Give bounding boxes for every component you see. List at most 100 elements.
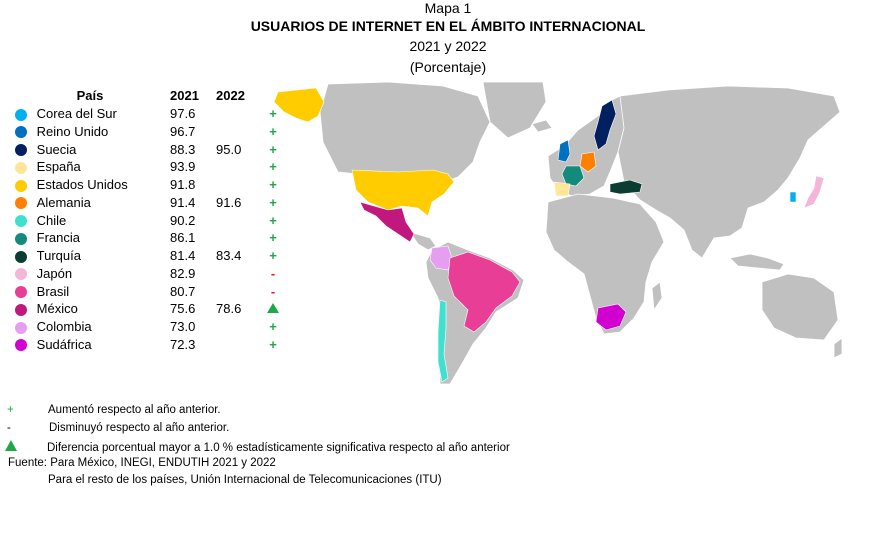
- legend-row: Turquía 81.4 83.4 +: [10, 247, 282, 265]
- country-name: Francia: [36, 230, 81, 246]
- country-spain: [553, 181, 571, 197]
- legend-row: Japón 82.9 -: [10, 265, 282, 283]
- note-minus-text: Disminuyó respecto al año anterior.: [49, 422, 230, 434]
- color-swatch-icon: [15, 268, 27, 281]
- note-minus: - Disminuyó respecto al año anterior.: [7, 422, 229, 434]
- legend-row: Francia 86.1 +: [10, 229, 282, 247]
- value-2022: 78.6: [216, 301, 242, 317]
- legend-row: España 93.9 +: [10, 158, 282, 176]
- legend-row: Brasil 80.7 -: [10, 283, 282, 301]
- value-2021: 73.0: [170, 319, 196, 334]
- value-2021: 88.3: [170, 141, 196, 157]
- region-indonesia: [729, 253, 785, 271]
- source-line-1: Fuente: Para México, INEGI, ENDUTIH 2021…: [8, 457, 276, 469]
- country-colombia: [429, 245, 453, 271]
- color-swatch-icon: [15, 144, 27, 157]
- value-2022: [216, 176, 264, 194]
- plus-icon: +: [7, 404, 14, 416]
- color-swatch-icon: [15, 161, 27, 174]
- country-south-africa: [595, 303, 627, 331]
- color-swatch-icon: [15, 303, 27, 316]
- minus-icon: -: [7, 422, 11, 434]
- legend-table: País 2021 2022 Corea del Sur 97.6 + Reino U…: [10, 87, 282, 354]
- region-madagascar: [651, 281, 663, 312]
- color-swatch-icon: [15, 215, 27, 228]
- color-swatch-icon: [15, 197, 27, 210]
- highlighted-countries: [273, 87, 825, 383]
- value-2021: 97.6: [170, 106, 196, 121]
- country-name: Turquía: [36, 248, 81, 263]
- legend-row: Chile 90.2 +: [10, 212, 282, 230]
- map-years: 2021 y 2022: [409, 38, 487, 54]
- country-japan: [803, 175, 825, 209]
- value-2022: [216, 265, 264, 283]
- minus-icon: -: [270, 283, 276, 299]
- value-2022: 83.4: [216, 248, 242, 263]
- legend-body: Corea del Sur 97.6 + Reino Unido 96.7 + Suecia…: [10, 105, 282, 354]
- country-name: Suecia: [36, 141, 77, 157]
- region-canada: [319, 82, 491, 183]
- country-name: Sudáfrica: [36, 336, 92, 352]
- country-name: Estados Unidos: [36, 177, 128, 192]
- plus-icon: +: [269, 212, 277, 228]
- legend-header-row: País 2021 2022: [10, 87, 282, 105]
- plus-icon: +: [269, 159, 277, 175]
- country-name: España: [36, 159, 81, 175]
- col-country-header: País: [76, 88, 104, 104]
- country-sweden: [593, 99, 617, 151]
- plus-icon: +: [269, 336, 277, 352]
- minus-icon: -: [270, 265, 276, 281]
- legend-row: Colombia 73.0 +: [10, 318, 282, 336]
- color-swatch-icon: [15, 179, 27, 192]
- plus-icon: +: [269, 123, 277, 139]
- note-triangle: Diferencia porcentual mayor a 1.0 % esta…: [5, 440, 510, 454]
- country-name: Brasil: [36, 283, 70, 299]
- plus-icon: +: [269, 106, 277, 121]
- col-2021-header: 2021: [170, 88, 199, 104]
- value-2021: 86.1: [170, 230, 196, 246]
- region-iceland: [531, 119, 553, 133]
- triangle-up-icon: [267, 303, 279, 314]
- country-name: Corea del Sur: [36, 106, 117, 121]
- country-name: Alemania: [36, 194, 91, 210]
- country-name: Chile: [36, 212, 67, 228]
- value-2021: 93.9: [170, 159, 196, 175]
- value-2022: [216, 212, 264, 230]
- value-2021: 81.4: [170, 248, 196, 263]
- map-title: USUARIOS DE INTERNET EN EL ÁMBITO INTERN…: [250, 18, 646, 34]
- value-2021: 82.9: [170, 265, 196, 281]
- country-name: Japón: [36, 265, 73, 281]
- legend-row: Corea del Sur 97.6 +: [10, 105, 282, 123]
- value-2021: 91.8: [170, 177, 196, 192]
- country-name: México: [36, 301, 78, 317]
- legend-row: Alemania 91.4 91.6 +: [10, 194, 282, 212]
- country-mexico: [359, 201, 415, 243]
- country-south-korea: [789, 191, 797, 203]
- plus-icon: +: [269, 141, 277, 157]
- plus-icon: +: [269, 230, 277, 246]
- plus-icon: +: [269, 248, 277, 263]
- world-map: [273, 82, 843, 385]
- value-2021: 72.3: [170, 336, 196, 352]
- value-2022: [216, 283, 264, 301]
- country-turkey: [609, 179, 643, 195]
- value-2022: [216, 336, 264, 354]
- value-2022: [216, 229, 264, 247]
- color-swatch-icon: [15, 321, 27, 334]
- country-name: Colombia: [36, 319, 92, 334]
- value-2021: 90.2: [170, 212, 196, 228]
- country-usa: [273, 87, 455, 217]
- country-brazil: [447, 251, 521, 333]
- value-2021: 96.7: [170, 123, 196, 139]
- value-2022: 95.0: [216, 141, 242, 157]
- legend-row: Estados Unidos 91.8 +: [10, 176, 282, 194]
- value-2022: [216, 105, 264, 123]
- value-2022: [216, 123, 264, 141]
- country-chile: [437, 299, 449, 383]
- country-germany: [579, 151, 597, 173]
- plus-icon: +: [269, 177, 277, 192]
- region-new-zealand: [833, 337, 843, 359]
- legend-row: Reino Unido 96.7 +: [10, 123, 282, 141]
- country-uk: [557, 139, 571, 163]
- legend-row: Suecia 88.3 95.0 +: [10, 141, 282, 159]
